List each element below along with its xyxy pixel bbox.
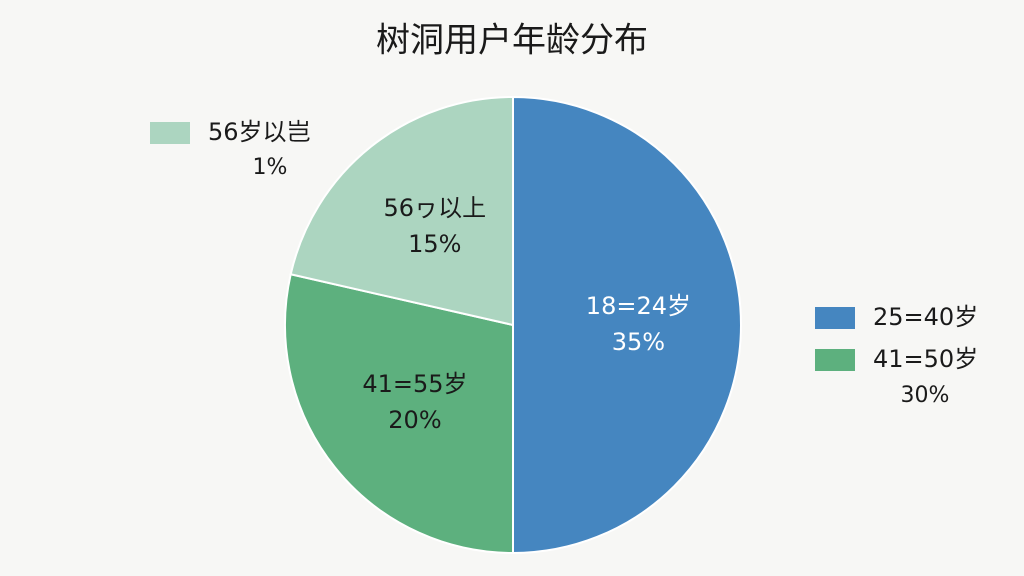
- pie-slice: [284, 273, 514, 555]
- slice-label: 56ヮ以上: [384, 194, 487, 222]
- legend-label: 41=50岁: [873, 345, 978, 373]
- legend-note: 1%: [253, 155, 288, 180]
- legend-note: 30%: [901, 383, 950, 408]
- pie-slice: [289, 95, 514, 327]
- chart-title: 树洞用户年龄分布: [376, 21, 648, 61]
- slice-value-label: 20%: [388, 406, 441, 434]
- legend-label: 25=40岁: [873, 303, 978, 331]
- legend-label: 56岁以岂: [208, 118, 311, 146]
- legend-swatch: [815, 307, 855, 329]
- pie-slice: [512, 95, 742, 555]
- legend-swatch: [150, 122, 190, 144]
- slice-value-label: 15%: [408, 230, 461, 258]
- slice-label: 41=55岁: [362, 370, 467, 398]
- slice-value-label: 35%: [612, 328, 665, 356]
- legend-swatch: [815, 349, 855, 371]
- slice-label: 18=24岁: [586, 292, 691, 320]
